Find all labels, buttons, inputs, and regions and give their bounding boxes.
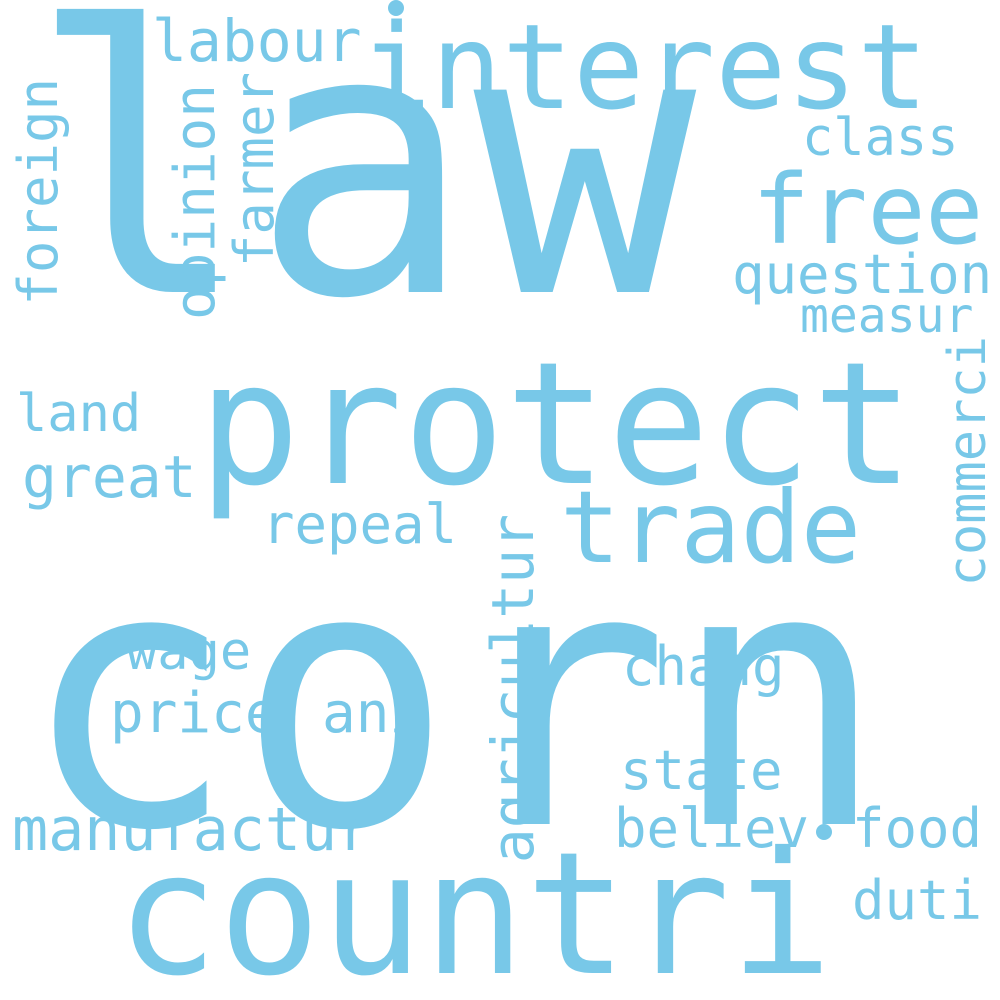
word-manufactur: manufactur bbox=[12, 795, 374, 865]
dot-mark bbox=[388, 0, 404, 16]
word-repeal: repeal bbox=[262, 493, 458, 556]
word-labour: labour bbox=[152, 7, 362, 75]
word-corn: corn bbox=[20, 490, 887, 909]
dot-mark bbox=[816, 824, 832, 840]
word-wage: wage bbox=[126, 622, 252, 682]
word-agricultur: agricultur bbox=[479, 514, 547, 864]
word-price: price bbox=[110, 681, 279, 746]
word-law: law bbox=[28, 0, 697, 380]
word-great: great bbox=[22, 443, 197, 511]
word-state: state bbox=[620, 739, 783, 802]
word-question: question bbox=[732, 243, 993, 306]
word-interest: interest bbox=[360, 0, 929, 136]
word-opinion: opinion bbox=[163, 84, 228, 321]
word-foreign: foreign bbox=[7, 78, 70, 306]
word-commerci: commerci bbox=[938, 336, 998, 587]
word-land: land bbox=[16, 384, 142, 444]
word-farmer: farmer bbox=[223, 72, 286, 268]
word-chang: chang bbox=[622, 635, 785, 698]
word-ani: ani bbox=[322, 681, 424, 746]
word-protect: protect bbox=[198, 326, 915, 524]
word-countri: countri bbox=[116, 816, 833, 1000]
word-free: free bbox=[752, 154, 984, 266]
word-measur: measur bbox=[800, 288, 974, 344]
word-food: food bbox=[852, 797, 983, 860]
word-class: class bbox=[802, 108, 959, 168]
word-believ: believ bbox=[614, 797, 810, 860]
word-trade: trade bbox=[560, 469, 862, 586]
word-duti: duti bbox=[852, 869, 983, 932]
